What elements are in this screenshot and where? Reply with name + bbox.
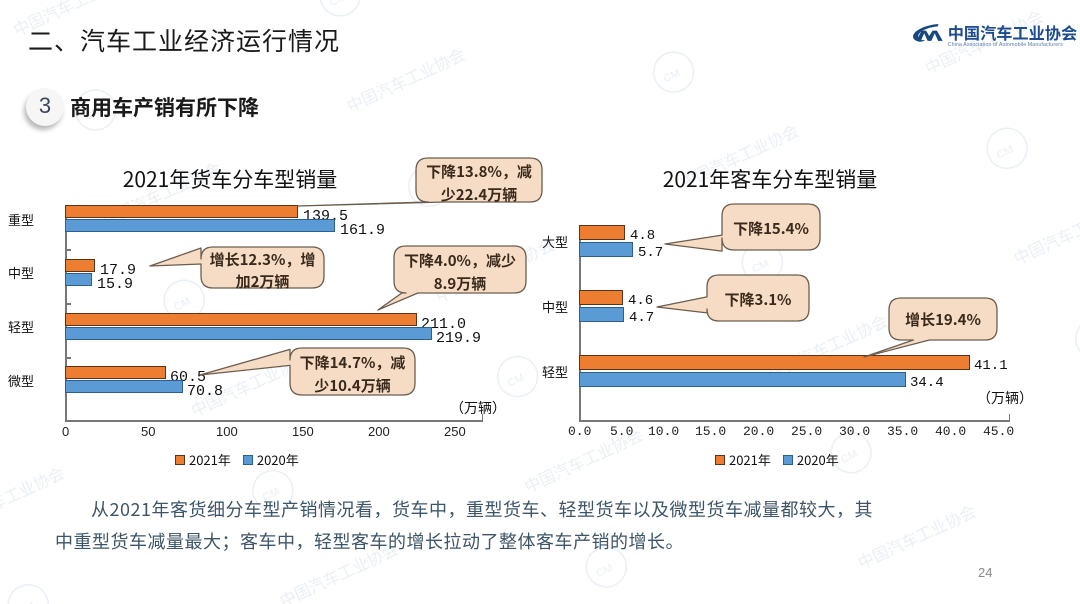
svg-text:少22.4万辆: 少22.4万辆 [441,184,517,205]
svg-text:8.9万辆: 8.9万辆 [434,273,487,294]
svg-text:加2万辆: 加2万辆 [236,271,290,292]
svg-text:下降15.4%: 下降15.4% [733,218,809,239]
svg-text:下降14.7%，减: 下降14.7%，减 [300,352,406,373]
svg-text:少10.4万辆: 少10.4万辆 [314,375,390,396]
svg-text:下降3.1%: 下降3.1% [724,289,791,310]
svg-text:增长19.4%: 增长19.4% [905,309,981,330]
svg-text:China Association of Automobil: China Association of Automobile Manufact… [948,42,1063,48]
svg-text:下降4.0%，减少: 下降4.0%，减少 [404,250,516,271]
svg-text:下降13.8%，减: 下降13.8%，减 [426,161,532,182]
svg-text:增长12.3%，增: 增长12.3%，增 [210,249,316,270]
svg-text:中国汽车工业协会: 中国汽车工业协会 [948,20,1077,44]
